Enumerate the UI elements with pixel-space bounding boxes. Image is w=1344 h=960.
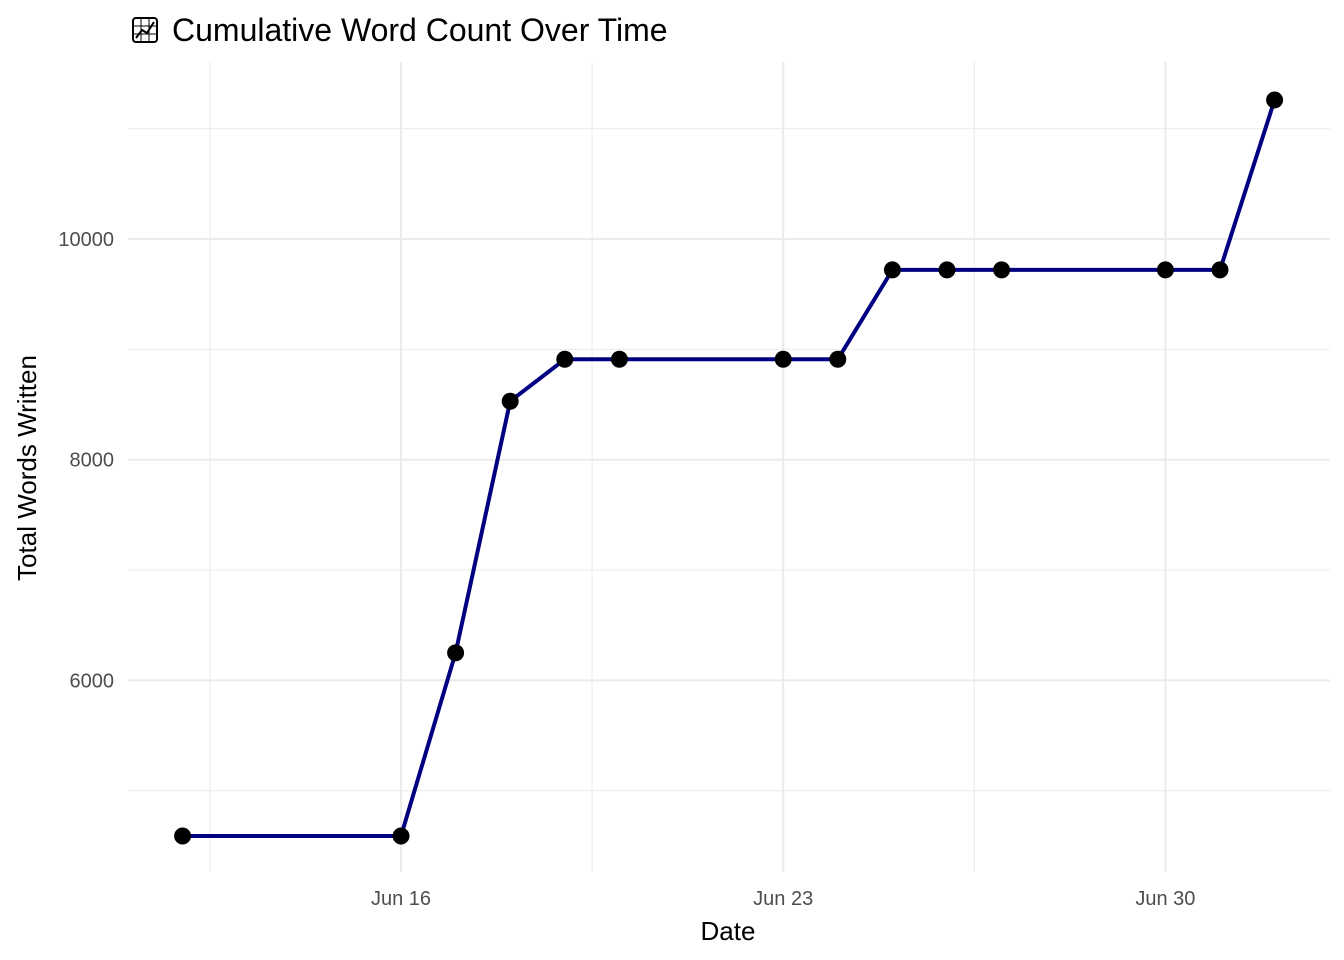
data-point xyxy=(1266,91,1284,109)
data-point xyxy=(501,392,519,410)
y-axis-title: Total Words Written xyxy=(12,355,42,581)
series-line xyxy=(182,99,1277,838)
data-point xyxy=(1211,261,1229,279)
y-tick-labels: 6000 8000 10000 xyxy=(58,229,114,692)
data-point xyxy=(610,350,628,368)
chart-increasing-icon xyxy=(132,17,158,43)
data-point xyxy=(392,827,410,845)
series-group xyxy=(174,91,1284,845)
data-point xyxy=(938,261,956,279)
data-point xyxy=(556,350,574,368)
data-point xyxy=(174,827,192,845)
x-axis-title: Date xyxy=(701,916,756,946)
y-tick-label: 6000 xyxy=(70,670,115,692)
y-tick-label: 8000 xyxy=(70,450,115,472)
y-tick-label: 10000 xyxy=(58,229,114,251)
data-point xyxy=(774,350,792,368)
x-tick-label: Jun 30 xyxy=(1135,888,1195,910)
chart-title: Cumulative Word Count Over Time xyxy=(172,11,668,48)
data-point xyxy=(993,261,1011,279)
x-tick-label: Jun 23 xyxy=(753,888,813,910)
chart-title-row: Cumulative Word Count Over Time xyxy=(130,8,668,52)
data-point xyxy=(829,350,847,368)
x-tick-label: Jun 16 xyxy=(371,888,431,910)
data-point xyxy=(883,261,901,279)
x-tick-labels: Jun 16 Jun 23 Jun 30 xyxy=(371,888,1195,910)
grid-lines xyxy=(128,62,1330,872)
data-point xyxy=(1156,261,1174,279)
data-point xyxy=(447,644,465,662)
